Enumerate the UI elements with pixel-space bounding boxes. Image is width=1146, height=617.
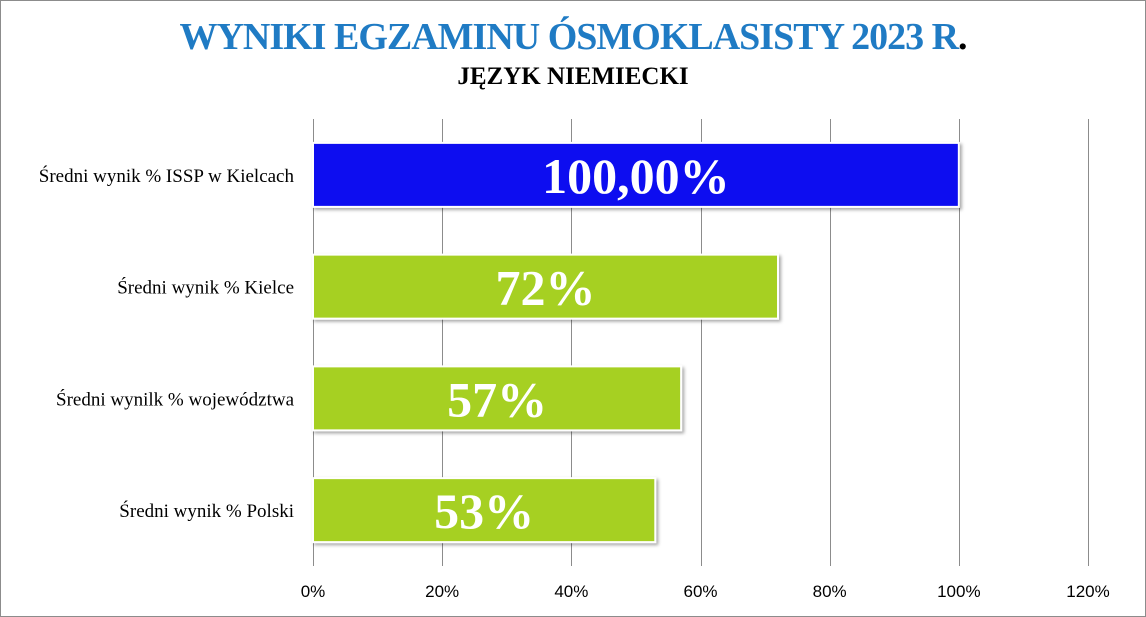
category-labels: Średni wynik % ISSP w Kielcach Średni wyn… [39,165,295,522]
x-tick-label: 40% [554,582,588,601]
bars: 100,00% 72% 57% 53% [312,141,960,544]
bar [312,141,960,208]
category-label: Średni wynik % ISSP w Kielcach [39,165,295,187]
data-label: 72% [496,260,596,316]
x-tick-label: 120% [1066,582,1109,601]
category-label: Średni wynilk % województwa [56,388,295,410]
chart-subtitle: JĘZYK NIEMIECKI [457,63,689,90]
category-label: Średni wynik % Kielce [117,277,294,299]
data-label: 100,00% [542,148,730,204]
chart-title: WYNIKI EGZAMINU ÓSMOKLASISTY 2023 R. [0,14,1146,60]
x-axis-tick-labels: 0% 20% 40% 60% 80% 100% 120% [301,582,1110,601]
chart-title-dot: . [958,16,967,58]
bar [312,365,683,432]
category-label: Średni wynik % Polski [119,500,294,522]
x-tick-label: 100% [937,582,980,601]
bar [312,253,779,320]
x-tick-label: 80% [813,582,847,601]
bar [312,477,657,544]
chart-title-text: WYNIKI EGZAMINU ÓSMOKLASISTY 2023 R [179,16,959,58]
x-tick-label: 0% [301,582,326,601]
data-label: 53% [434,483,534,539]
x-tick-label: 20% [425,582,459,601]
data-label: 57% [447,371,547,427]
x-tick-label: 60% [683,582,717,601]
